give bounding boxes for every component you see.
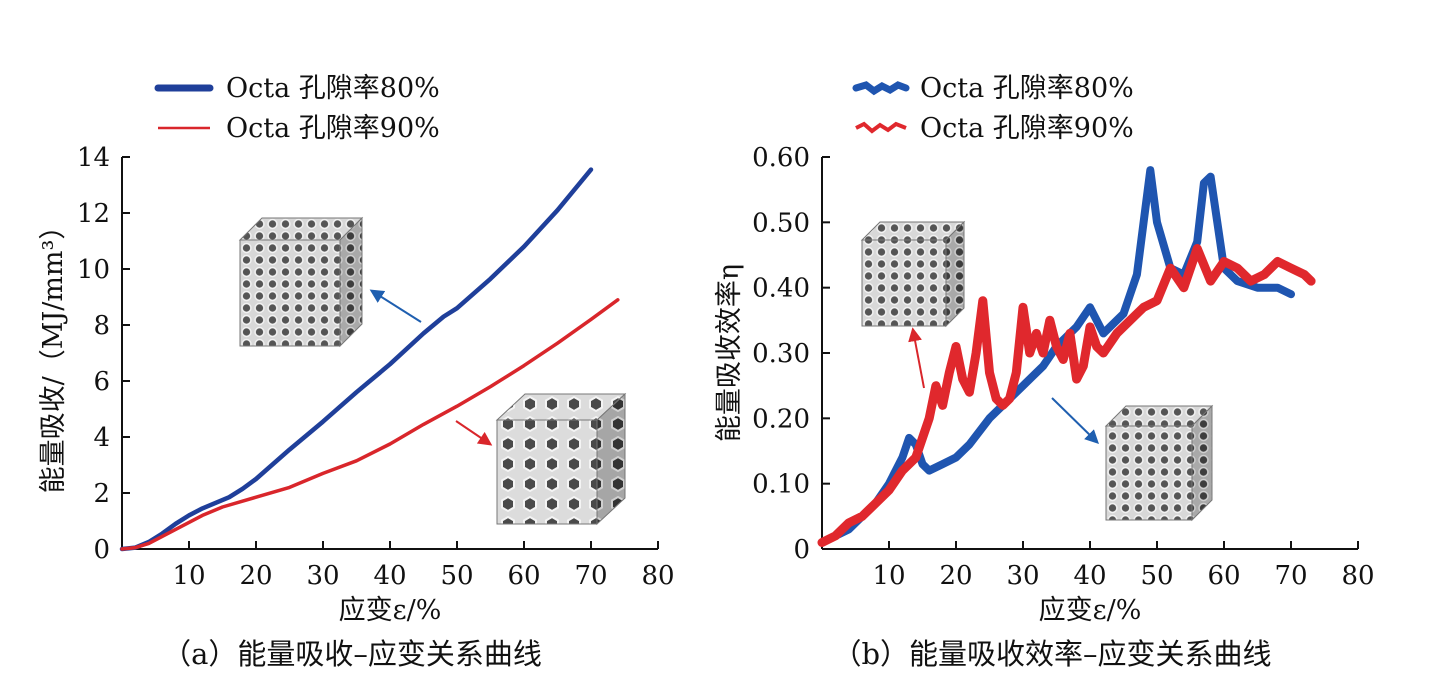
series-line-80 <box>119 167 594 552</box>
y-tick-label: 2 <box>93 479 110 509</box>
x-tick-label: 30 <box>1006 561 1039 591</box>
axes-a: 10 20 30 40 50 60 70 80 0 2 4 6 8 10 12 14 <box>77 143 675 591</box>
y-tick-label: 0.10 <box>752 470 810 500</box>
x-tick-label: 30 <box>306 561 339 591</box>
y-axis-title-a: 能量吸收/（MJ/mm³） <box>38 213 69 494</box>
x-ticks-b: 10 20 30 40 50 60 70 80 <box>872 541 1375 591</box>
y-tick-label: 8 <box>93 311 110 341</box>
x-tick-label: 80 <box>1341 561 1374 591</box>
y-tick-label: 0.40 <box>752 274 810 304</box>
x-tick-label: 10 <box>172 561 205 591</box>
x-tick-label: 40 <box>373 561 406 591</box>
y-tick-label: 12 <box>77 199 110 229</box>
legend-b-label-80: Octa 孔隙率80% <box>920 73 1134 104</box>
y-tick-label: 0 <box>93 535 110 565</box>
x-tick-label: 50 <box>1140 561 1173 591</box>
y-tick-label: 6 <box>93 367 110 397</box>
legend-a-label-80: Octa 孔隙率80% <box>226 73 440 104</box>
lattice-cube-80-icon <box>238 216 364 348</box>
lattice-cube-80-icon <box>1104 404 1214 522</box>
y-ticks-a: 0 2 4 6 8 10 12 14 <box>77 143 130 565</box>
y-tick-label: 0.20 <box>752 404 810 434</box>
x-axis-title-b: 应变ε/% <box>1039 595 1142 626</box>
arrow-to-cube-90 <box>455 420 493 446</box>
x-tick-label: 80 <box>641 561 674 591</box>
arrow-to-cube-bottom <box>1051 397 1100 444</box>
arrow-to-cube-top <box>908 327 925 389</box>
x-tick-label: 60 <box>1207 561 1240 591</box>
panel-b: Octa 孔隙率80% Octa 孔隙率90% 10 20 30 40 50 60 70 80… <box>714 73 1375 671</box>
x-tick-label: 70 <box>574 561 607 591</box>
x-tick-label: 50 <box>440 561 473 591</box>
legend-b-label-90: Octa 孔隙率90% <box>920 113 1134 144</box>
legend-b-swatch-90 <box>855 121 907 134</box>
lattice-cube-90-icon <box>495 392 627 526</box>
y-tick-label: 4 <box>93 423 110 453</box>
caption-a: （a）能量吸收–应变关系曲线 <box>162 637 542 671</box>
legend-a: Octa 孔隙率80% Octa 孔隙率90% <box>154 73 440 144</box>
x-tick-label: 70 <box>1274 561 1307 591</box>
x-tick-label: 20 <box>939 561 972 591</box>
arrow-to-cube-80 <box>369 289 422 323</box>
y-tick-label: 0.30 <box>752 339 810 369</box>
x-tick-label: 40 <box>1073 561 1106 591</box>
series-b <box>817 166 1316 547</box>
series-a <box>119 167 620 552</box>
y-tick-label: 0.50 <box>752 208 810 238</box>
panel-a: Octa 孔隙率80% Octa 孔隙率90% 10 20 30 40 50 60 70 80… <box>38 73 675 671</box>
caption-b: （b）能量吸收效率–应变关系曲线 <box>832 637 1271 671</box>
y-tick-label: 0.60 <box>752 143 810 173</box>
legend-a-label-90: Octa 孔隙率90% <box>226 113 440 144</box>
x-axis-title-a: 应变ε/% <box>339 595 442 626</box>
axes-b: 10 20 30 40 50 60 70 80 0 0.10 0.20 0.30 0.40 0.50 0.… <box>752 143 1374 591</box>
x-tick-label: 10 <box>872 561 905 591</box>
legend-b-swatch-80 <box>852 81 910 96</box>
x-ticks-a: 10 20 30 40 50 60 70 80 <box>172 541 675 591</box>
x-tick-label: 20 <box>239 561 272 591</box>
lattice-cube-90-icon <box>860 220 966 328</box>
y-tick-label: 0 <box>793 535 810 565</box>
legend-b: Octa 孔隙率80% Octa 孔隙率90% <box>852 73 1134 144</box>
y-tick-label: 14 <box>77 143 110 173</box>
x-tick-label: 60 <box>507 561 540 591</box>
y-tick-label: 10 <box>77 255 110 285</box>
y-axis-title-b: 能量吸收效率η <box>714 264 745 442</box>
series-line-90 <box>817 244 1316 547</box>
series-line-90 <box>120 298 620 551</box>
y-ticks-b: 0 0.10 0.20 0.30 0.40 0.50 0.60 <box>752 143 830 565</box>
